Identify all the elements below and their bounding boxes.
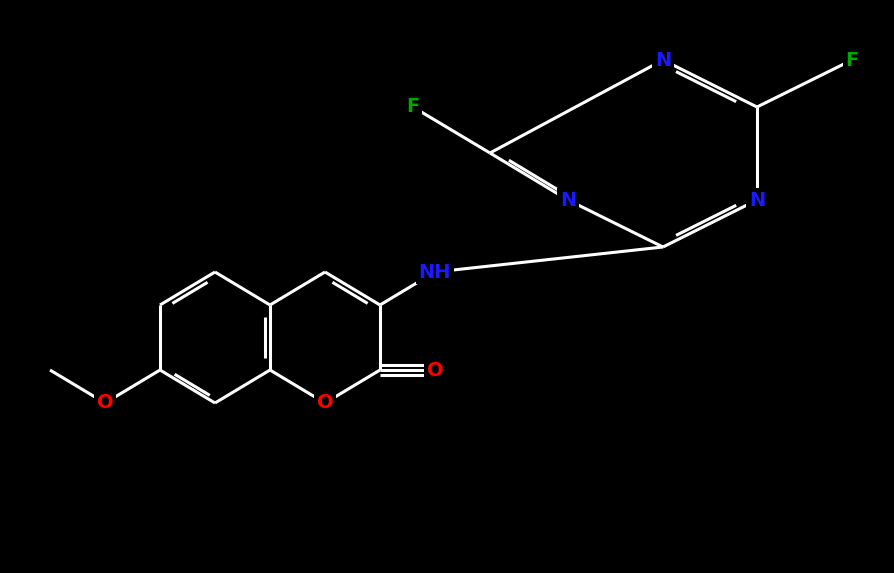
Text: N: N <box>748 190 764 210</box>
Text: N: N <box>560 190 576 210</box>
Text: F: F <box>845 50 857 69</box>
Text: O: O <box>426 360 443 379</box>
Text: O: O <box>97 394 114 413</box>
Text: O: O <box>316 394 333 413</box>
Text: N: N <box>654 50 670 69</box>
Text: NH: NH <box>418 262 451 281</box>
Text: F: F <box>406 97 419 116</box>
